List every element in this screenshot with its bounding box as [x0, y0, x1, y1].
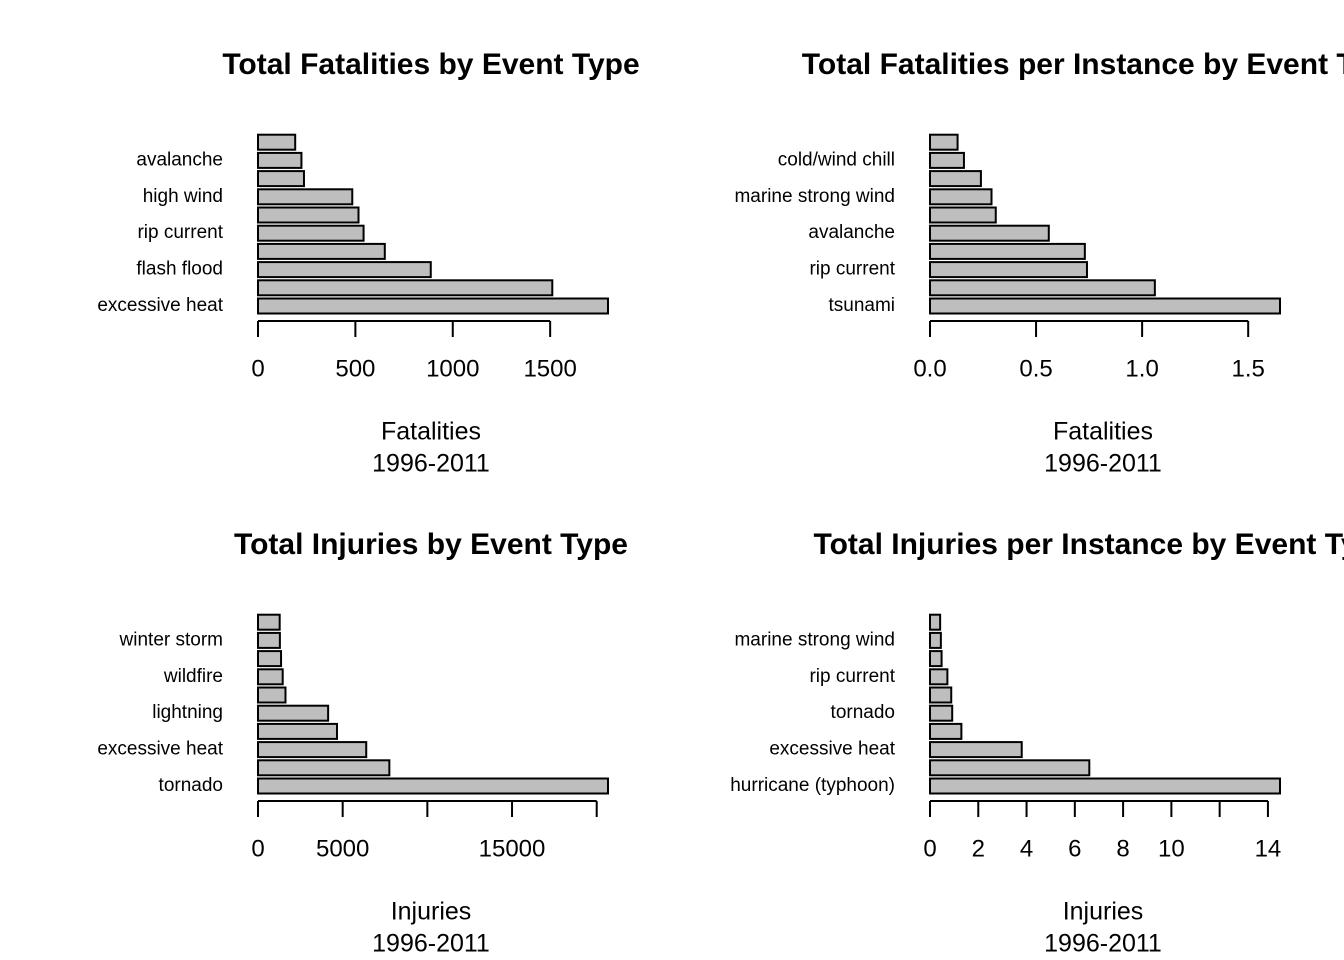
- x-tick-label: 0: [251, 835, 264, 862]
- chart-title: Total Fatalities by Event Type: [222, 48, 639, 81]
- bar: [929, 777, 1281, 795]
- bar: [929, 151, 965, 169]
- bar: [257, 668, 284, 686]
- chart-panel-3: Total Injuries by Event Type tornado exces…: [97, 528, 628, 958]
- category-label: marine strong wind: [734, 629, 895, 650]
- bar: [929, 613, 942, 631]
- x-axis-sublabel: 1996-2011: [372, 450, 490, 478]
- bar: [257, 722, 338, 740]
- x-tick-label: 4: [1020, 835, 1033, 862]
- x-axis-label: Fatalities: [1053, 418, 1153, 446]
- bar: [929, 759, 1091, 777]
- category-label: rip current: [137, 222, 223, 243]
- category-label: high wind: [143, 186, 223, 207]
- bar: [929, 741, 1023, 759]
- category-label: excessive heat: [97, 295, 223, 316]
- bar: [929, 188, 993, 206]
- category-label: lightning: [152, 702, 223, 723]
- bar: [929, 650, 943, 668]
- chart-panel-4: Total Injuries per Instance by Event Typ…: [730, 528, 1344, 958]
- chart-title: Total Injuries by Event Type: [234, 528, 628, 561]
- x-tick-label: 0.0: [913, 355, 946, 382]
- chart-panel-2: Total Fatalities per Instance by Event T…: [734, 48, 1344, 478]
- category-label: marine strong wind: [734, 186, 895, 207]
- bar: [257, 686, 287, 704]
- x-axis-sublabel: 1996-2011: [372, 930, 490, 958]
- x-tick-label: 0: [923, 835, 936, 862]
- chart-title: Total Fatalities per Instance by Event T…: [802, 48, 1344, 81]
- x-tick-label: 6: [1068, 835, 1081, 862]
- category-label: avalanche: [136, 149, 223, 170]
- x-tick-label: 1500: [523, 355, 576, 382]
- category-label: rip current: [809, 666, 895, 687]
- chart-title: Total Injuries per Instance by Event Typ…: [813, 528, 1344, 561]
- bar: [929, 242, 1086, 260]
- x-tick-label: 1.0: [1125, 355, 1158, 382]
- bar: [257, 759, 391, 777]
- bar: [929, 722, 963, 740]
- category-label: excessive heat: [769, 739, 895, 760]
- bar: [929, 704, 954, 722]
- bar: [257, 297, 609, 315]
- bar: [929, 170, 982, 188]
- bar: [929, 133, 959, 151]
- x-tick-label: 0.5: [1019, 355, 1052, 382]
- x-axis-sublabel: 1996-2011: [1044, 930, 1162, 958]
- x-tick-label: 15000: [479, 835, 546, 862]
- bar: [257, 188, 354, 206]
- bar: [257, 170, 305, 188]
- category-label: excessive heat: [97, 739, 223, 760]
- x-tick-label: 5000: [316, 835, 369, 862]
- category-label: wildfire: [163, 666, 223, 687]
- bar: [257, 279, 554, 297]
- x-axis-label: Fatalities: [381, 418, 481, 446]
- bar: [929, 279, 1156, 297]
- category-label: rip current: [809, 259, 895, 280]
- bar: [929, 686, 953, 704]
- bar: [257, 261, 432, 279]
- bar: [929, 297, 1281, 315]
- x-tick-label: 500: [335, 355, 375, 382]
- bar: [257, 704, 330, 722]
- category-label: avalanche: [808, 222, 895, 243]
- bar: [257, 151, 303, 169]
- x-axis-label: Injuries: [1063, 898, 1144, 926]
- bar: [257, 650, 283, 668]
- bar: [257, 224, 365, 242]
- bar: [929, 631, 942, 649]
- x-tick-label: 14: [1255, 835, 1282, 862]
- x-tick-label: 8: [1116, 835, 1129, 862]
- bar: [929, 206, 997, 224]
- category-label: tornado: [159, 775, 223, 796]
- bar: [929, 668, 949, 686]
- x-tick-label: 0: [251, 355, 264, 382]
- category-label: hurricane (typhoon): [730, 775, 895, 796]
- category-label: tornado: [831, 702, 895, 723]
- category-label: flash flood: [136, 259, 223, 280]
- bar: [257, 741, 368, 759]
- x-axis-label: Injuries: [391, 898, 472, 926]
- category-label: winter storm: [119, 629, 223, 650]
- bar: [257, 631, 281, 649]
- bar: [257, 133, 297, 151]
- bar: [929, 261, 1088, 279]
- category-label: tsunami: [828, 295, 895, 316]
- bar: [257, 777, 609, 795]
- category-label: cold/wind chill: [778, 149, 895, 170]
- x-tick-label: 10: [1158, 835, 1185, 862]
- bar: [257, 242, 386, 260]
- bar: [929, 224, 1050, 242]
- x-tick-label: 1.5: [1231, 355, 1264, 382]
- bar: [257, 206, 360, 224]
- x-tick-label: 2: [972, 835, 985, 862]
- chart-panel-1: Total Fatalities by Event Type excessive …: [97, 48, 639, 478]
- bar: [257, 613, 281, 631]
- x-tick-label: 1000: [426, 355, 479, 382]
- x-axis-sublabel: 1996-2011: [1044, 450, 1162, 478]
